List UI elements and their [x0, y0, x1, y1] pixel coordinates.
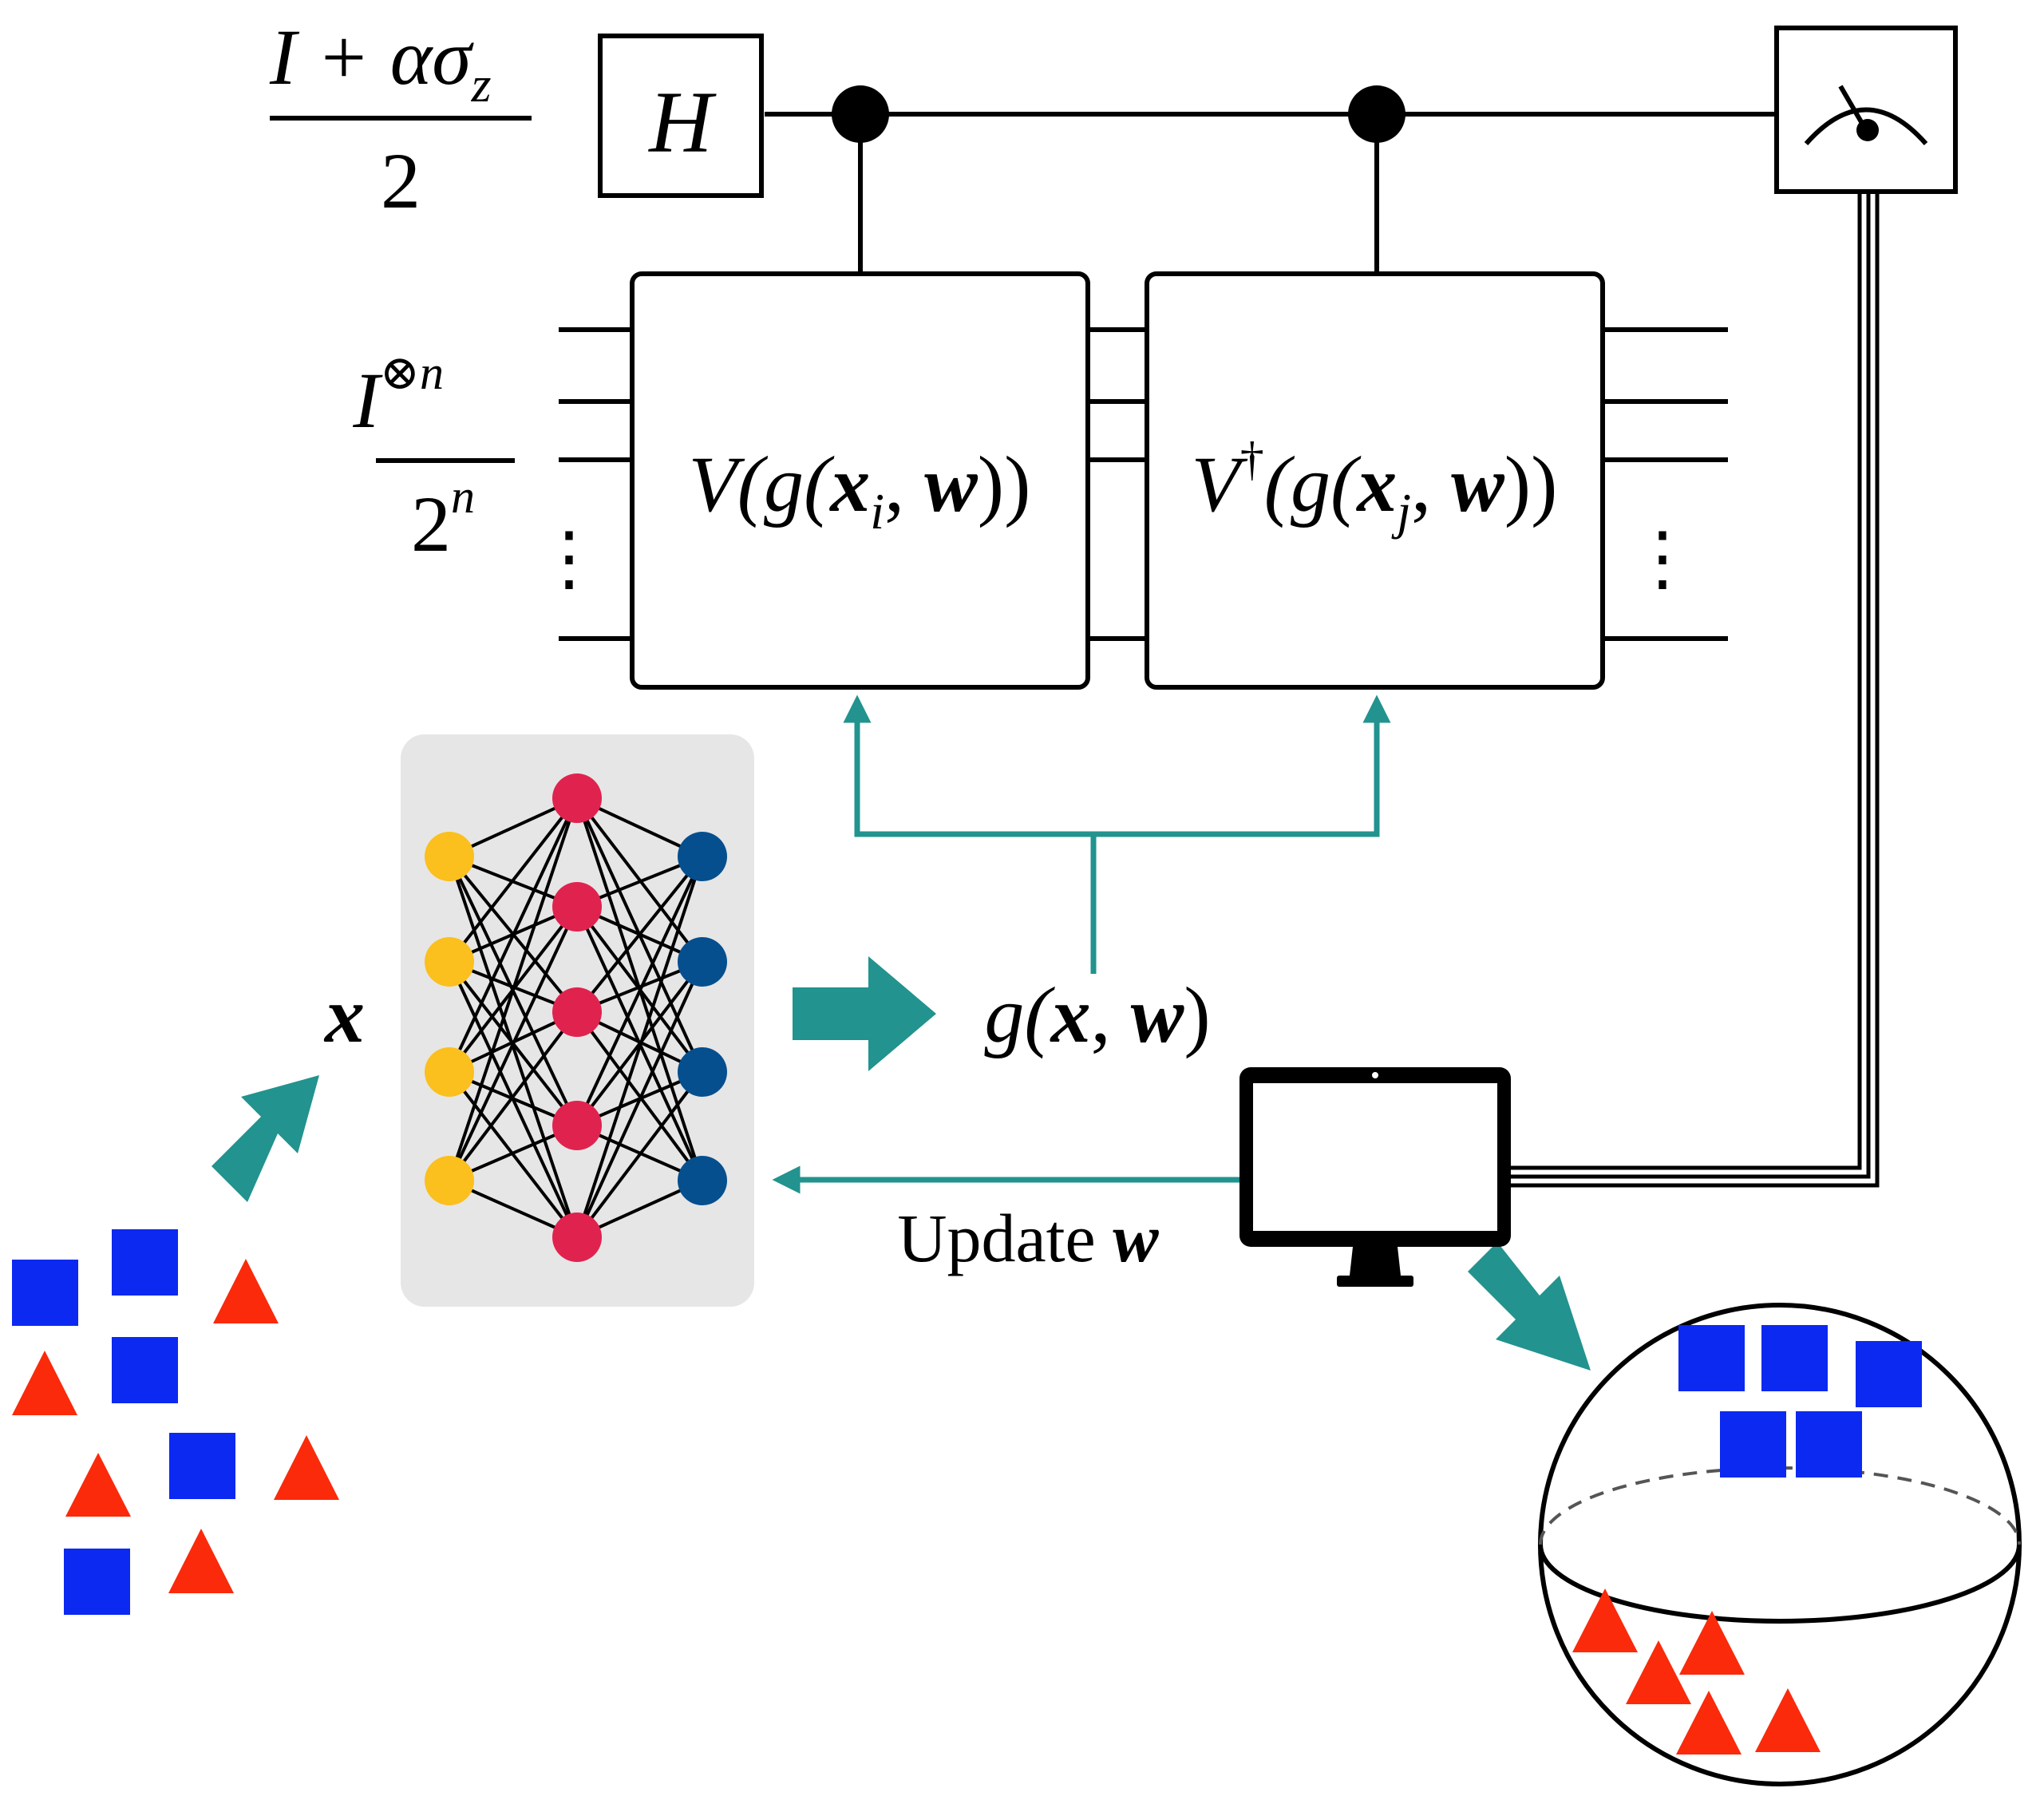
cluster-triangle	[1676, 1691, 1742, 1755]
data-triangle	[274, 1435, 339, 1500]
data-square	[112, 1337, 178, 1403]
gate-v-dagger	[1145, 271, 1605, 690]
data-square	[12, 1260, 78, 1326]
gate-v-label: V(g(xi, w))	[689, 440, 1031, 540]
nn-edge	[575, 1070, 704, 1239]
output-node	[678, 1156, 727, 1205]
hidden-node	[552, 773, 602, 823]
feature-label: g(x, w)	[984, 971, 1210, 1059]
data-square	[64, 1549, 130, 1615]
input-arrow	[212, 1075, 319, 1202]
monitor-icon	[1239, 1067, 1511, 1287]
output-node	[678, 832, 727, 881]
cluster-square	[1856, 1341, 1922, 1407]
ellipsis-right: ⋮	[1627, 520, 1698, 599]
input-data	[12, 1229, 339, 1615]
nn-edge	[575, 856, 704, 1126]
teal-connectors	[772, 694, 1391, 1194]
data-triangle	[168, 1529, 234, 1593]
nn-edge	[575, 856, 704, 1238]
input-label: x	[323, 971, 365, 1059]
output-node	[678, 1047, 727, 1097]
cluster-square	[1761, 1325, 1828, 1391]
gate-v	[630, 271, 1090, 690]
feature-bus	[843, 694, 1391, 837]
gate-v-dagger-label: V†(g(xj, w))	[1192, 433, 1558, 540]
hidden-node	[552, 1213, 602, 1262]
svg-text:I⊗n: I⊗n	[352, 346, 444, 445]
cluster-triangle	[1626, 1640, 1691, 1704]
input-node	[425, 832, 474, 881]
svg-text:I + ασz: I + ασz	[269, 13, 492, 113]
embedding-sphere	[1538, 1303, 2022, 1786]
cluster-triangle	[1755, 1688, 1821, 1752]
input-node	[425, 1156, 474, 1205]
update-label: Update w	[897, 1200, 1159, 1276]
input-node	[425, 1047, 474, 1097]
hadamard-gate	[598, 34, 764, 198]
nn-edge	[448, 797, 579, 963]
register-state: I⊗n 2n	[352, 346, 515, 568]
data-triangle	[213, 1259, 279, 1323]
svg-text:2n: 2n	[411, 470, 475, 568]
quantum-circuit: H ⋮ ⋮ V(g(xi,	[269, 13, 1958, 1188]
cluster-triangle	[1572, 1588, 1638, 1652]
hidden-node	[552, 882, 602, 932]
cluster-square	[1720, 1411, 1786, 1478]
output-node	[678, 937, 727, 987]
hadamard-label: H	[647, 73, 717, 171]
data-square	[169, 1433, 235, 1499]
cluster-triangle	[1679, 1611, 1745, 1675]
svg-text:2: 2	[381, 136, 421, 225]
nn-edge	[448, 906, 579, 1181]
cluster-square	[1796, 1411, 1862, 1478]
nn-edge	[448, 1011, 579, 1182]
nn-edge	[575, 855, 704, 1014]
register-wires	[559, 327, 1728, 641]
data-triangle	[12, 1351, 77, 1415]
ellipsis-left: ⋮	[533, 520, 605, 599]
ancilla-state: I + ασz 2	[269, 13, 532, 225]
input-node	[425, 937, 474, 987]
nn-output-arrow	[793, 956, 936, 1071]
nn-edge	[448, 797, 579, 1073]
hidden-node	[552, 1101, 602, 1150]
output-to-sphere-arrow	[1468, 1242, 1591, 1371]
data-triangle	[65, 1453, 131, 1517]
hidden-node	[552, 987, 602, 1037]
classical-wire	[1508, 192, 1880, 1188]
cluster-square	[1678, 1325, 1745, 1391]
meter-icon	[1804, 85, 1928, 145]
nn-edge	[575, 961, 704, 1238]
data-square	[112, 1229, 178, 1296]
nn-edge	[448, 797, 579, 1181]
neural-network	[401, 734, 754, 1307]
